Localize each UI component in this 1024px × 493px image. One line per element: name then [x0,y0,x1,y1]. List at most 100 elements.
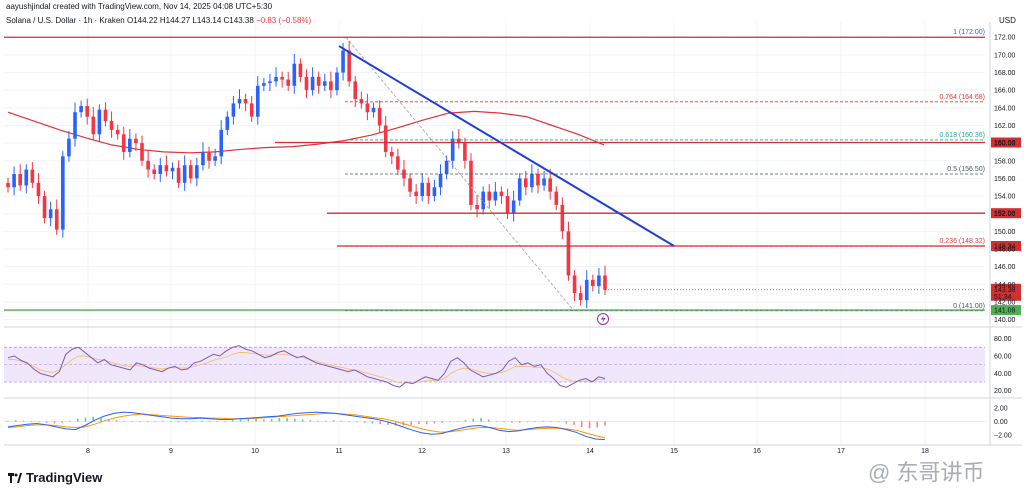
macd-histogram-bar [573,421,575,425]
macd-histogram-bar [232,420,234,422]
candle-body [152,169,157,174]
candle-body [85,106,89,117]
macd-signal-line [7,412,606,439]
x-tick-label: 11 [335,448,342,455]
macd-histogram-bar [549,421,552,422]
macd-histogram-bar [604,421,606,426]
y-tick-label: 170.00 [994,52,1016,59]
candle-body [463,143,467,161]
candle-body [359,99,364,104]
candle-body [121,134,126,152]
macd-histogram-bar [30,421,33,422]
y-tick-label: 148.00 [994,247,1016,254]
macd-histogram-bar [294,418,296,422]
macd-histogram-bar [580,421,583,427]
candle-body [6,182,10,188]
support-tag-label: 141.08 [994,308,1016,315]
rsi-tick-label: 40.00 [994,371,1012,378]
macd-histogram-bar [325,420,327,422]
candle-body [383,125,388,152]
macd-histogram-bar [7,420,9,422]
macd-histogram-bar [162,420,164,422]
last-price-tag-label: 143.38 [994,287,1016,294]
y-tick-label: 146.00 [994,264,1016,271]
chart-header: aayushjindal created with TradingView.co… [6,2,272,11]
candles-layer[interactable] [6,40,607,309]
y-tick-label: 152.00 [994,211,1016,218]
macd-histogram-bar [332,420,335,422]
candle-body [511,200,516,214]
macd-histogram-bar [348,421,350,422]
macd-histogram-bar [45,421,48,423]
resistance-tag-label: 160.07 [994,140,1016,147]
fib-level-label: 0.618 (160.36) [939,132,985,139]
resistance-tag [991,241,1021,251]
x-tick-label: 16 [753,448,761,455]
candle-body [67,138,71,157]
candle-body [371,107,376,113]
candle-body [548,178,552,192]
macd-histogram-bar [224,420,226,422]
macd-histogram-bar [69,420,71,422]
macd-histogram-bar [534,421,537,422]
macd-histogram-bar [139,421,141,423]
macd-tick-label: 2.00 [994,406,1008,413]
candle-body [389,151,394,157]
candle-body [42,196,47,219]
alert-icon[interactable] [597,313,609,325]
macd-histogram-bar [22,420,25,422]
candle-body [274,76,278,82]
last-price-tag [991,283,1021,301]
candle-body [207,151,211,161]
alert-bolt [601,315,606,323]
candle-body [365,103,370,113]
macd-histogram-bar [418,421,420,425]
tradingview-brand: TradingView [26,470,103,485]
candle-body [280,76,284,80]
rsi-line [7,345,606,388]
candle-body [213,156,217,161]
macd-histogram-bar [371,421,374,424]
candle-body [450,138,455,161]
macd-histogram-bar [263,419,265,422]
candle-body [115,129,120,135]
macd-tick-label: −2.00 [994,432,1012,439]
y-tick-label: 156.00 [994,176,1016,183]
candle-body [444,160,449,174]
candle-body [420,182,425,197]
x-tick-label: 12 [418,448,426,455]
candle-body [255,85,260,117]
macd-histogram-bar [518,421,521,423]
resistance-tag-label: 152.06 [994,211,1016,218]
y-tick-label: 142.00 [994,299,1016,306]
change-value: −0.83 (−0.58%) [256,16,312,25]
candle-body [493,191,498,201]
y-tick-label: 150.00 [994,229,1016,236]
tradingview-logo[interactable]: TradingView [8,470,102,485]
macd-histogram-bar [278,418,281,422]
macd-histogram-bar [542,420,544,422]
macd-histogram-bar [146,421,149,423]
macd-histogram-bar [495,420,498,422]
candle-body [18,174,22,186]
candle-body [243,99,248,104]
candle-body [566,231,571,276]
moving-average-line [7,110,605,154]
macd-histogram-bar [503,421,506,423]
candle-body [268,81,272,84]
candle-body [146,160,150,170]
trendline-layer[interactable] [338,45,675,247]
macd-histogram-bar [216,421,219,422]
candle-body [341,50,345,73]
fib-level-label: 0.764 (164.68) [939,94,985,101]
macd-histogram-bar [363,421,366,423]
rsi-tick-label: 80.00 [994,336,1012,343]
high-value: H144.27 [159,16,191,25]
macd-histogram-bar [425,421,428,425]
candle-body [128,138,132,152]
candle-body [505,196,510,214]
y-tick-label: 158.00 [994,158,1016,165]
candle-body [438,174,443,188]
